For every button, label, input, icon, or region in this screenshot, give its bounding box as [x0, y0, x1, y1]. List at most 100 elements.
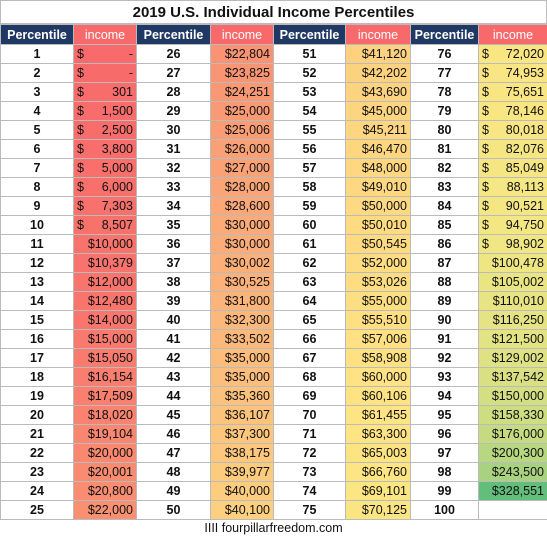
income-cell: $ 8,507 — [73, 215, 137, 235]
income-cell: $26,000 — [210, 139, 274, 159]
percentile-cell: 1 — [0, 44, 74, 64]
table-row: 19 $17,509 44 $35,360 69 $60,106 94 $150,000 — [0, 386, 547, 406]
income-cell: $ - — [73, 63, 137, 83]
income-cell: $ 74,953 — [478, 63, 547, 83]
percentile-cell: 65 — [273, 310, 346, 330]
income-cell: $45,211 — [345, 120, 411, 140]
percentile-cell: 36 — [136, 234, 211, 254]
income-cell: $ - — [73, 44, 137, 64]
income-cell: $69,101 — [345, 481, 411, 501]
income-cell: $39,977 — [210, 462, 274, 482]
percentile-cell: 42 — [136, 348, 211, 368]
percentile-cell: 30 — [136, 120, 211, 140]
percentile-cell: 96 — [410, 424, 479, 444]
income-cell: $20,000 — [73, 443, 137, 463]
income-cell: $243,500 — [478, 462, 547, 482]
income-cell: $28,000 — [210, 177, 274, 197]
income-cell: $58,908 — [345, 348, 411, 368]
income-cell: $42,202 — [345, 63, 411, 83]
income-cell: $10,379 — [73, 253, 137, 273]
income-cell: $ 98,902 — [478, 234, 547, 254]
percentile-cell: 80 — [410, 120, 479, 140]
percentile-cell: 37 — [136, 253, 211, 273]
percentile-cell: 27 — [136, 63, 211, 83]
percentile-cell: 83 — [410, 177, 479, 197]
income-cell: $33,502 — [210, 329, 274, 349]
percentile-cell: 8 — [0, 177, 74, 197]
percentile-cell: 32 — [136, 158, 211, 178]
percentile-cell: 98 — [410, 462, 479, 482]
column-header: income — [210, 24, 274, 45]
income-cell: $66,760 — [345, 462, 411, 482]
percentile-cell: 72 — [273, 443, 346, 463]
percentile-cell: 56 — [273, 139, 346, 159]
table-row: 5 $ 2,500 30 $25,006 55 $45,211 80 $ 80,018 — [0, 120, 547, 140]
income-cell: $12,000 — [73, 272, 137, 292]
income-cell: $55,510 — [345, 310, 411, 330]
percentile-cell: 85 — [410, 215, 479, 235]
percentile-cell: 87 — [410, 253, 479, 273]
percentile-cell: 24 — [0, 481, 74, 501]
income-cell: $22,804 — [210, 44, 274, 64]
percentile-cell: 92 — [410, 348, 479, 368]
income-cell: $35,000 — [210, 367, 274, 387]
percentile-cell: 23 — [0, 462, 74, 482]
table-row: 4 $ 1,500 29 $25,000 54 $45,000 79 $ 78,146 — [0, 101, 547, 121]
percentile-cell: 94 — [410, 386, 479, 406]
income-cell: $70,125 — [345, 500, 411, 520]
income-cell: $48,000 — [345, 158, 411, 178]
income-cell: $63,300 — [345, 424, 411, 444]
percentile-cell: 76 — [410, 44, 479, 64]
percentile-cell: 86 — [410, 234, 479, 254]
percentile-cell: 40 — [136, 310, 211, 330]
income-cell: $40,000 — [210, 481, 274, 501]
percentile-cell: 17 — [0, 348, 74, 368]
percentile-cell: 28 — [136, 82, 211, 102]
percentile-cell: 67 — [273, 348, 346, 368]
percentile-cell: 77 — [410, 63, 479, 83]
income-cell: $28,600 — [210, 196, 274, 216]
percentile-cell: 57 — [273, 158, 346, 178]
percentile-cell: 61 — [273, 234, 346, 254]
percentile-cell: 84 — [410, 196, 479, 216]
income-cell: $60,106 — [345, 386, 411, 406]
percentile-cell: 69 — [273, 386, 346, 406]
income-cell: $15,000 — [73, 329, 137, 349]
table-row: 18 $16,154 43 $35,000 68 $60,000 93 $137,542 — [0, 367, 547, 387]
income-cell: $10,000 — [73, 234, 137, 254]
income-cell: $52,000 — [345, 253, 411, 273]
income-cell: $30,000 — [210, 234, 274, 254]
income-cell: $12,480 — [73, 291, 137, 311]
table-row: 12 $10,379 37 $30,002 62 $52,000 87 $100,478 — [0, 253, 547, 273]
table-row: 14 $12,480 39 $31,800 64 $55,000 89 $110,010 — [0, 291, 547, 311]
percentile-cell: 4 — [0, 101, 74, 121]
percentile-cell: 95 — [410, 405, 479, 425]
income-cell: $ 3,800 — [73, 139, 137, 159]
income-cell: $ 5,000 — [73, 158, 137, 178]
percentile-cell: 93 — [410, 367, 479, 387]
income-cell: $30,000 — [210, 215, 274, 235]
percentile-cell: 39 — [136, 291, 211, 311]
percentile-cell: 48 — [136, 462, 211, 482]
percentile-cell: 2 — [0, 63, 74, 83]
table-row: 17 $15,050 42 $35,000 67 $58,908 92 $129,002 — [0, 348, 547, 368]
income-cell: $53,026 — [345, 272, 411, 292]
table-row: 1 $ -26 $22,804 51 $41,120 76 $ 72,020 — [0, 44, 547, 64]
percentile-cell: 91 — [410, 329, 479, 349]
table-row: 15 $14,000 40 $32,300 65 $55,510 90 $116,250 — [0, 310, 547, 330]
percentile-cell: 53 — [273, 82, 346, 102]
income-cell: $14,000 — [73, 310, 137, 330]
income-cell: $45,000 — [345, 101, 411, 121]
percentile-cell: 66 — [273, 329, 346, 349]
income-cell: $36,107 — [210, 405, 274, 425]
percentile-cell: 3 — [0, 82, 74, 102]
income-cell: $40,100 — [210, 500, 274, 520]
column-header: Percentile — [0, 24, 74, 45]
percentile-cell: 100 — [410, 500, 479, 520]
percentile-cell: 10 — [0, 215, 74, 235]
income-cell: $ 6,000 — [73, 177, 137, 197]
income-cell: $121,500 — [478, 329, 547, 349]
income-cell: $35,000 — [210, 348, 274, 368]
income-cell: $41,120 — [345, 44, 411, 64]
